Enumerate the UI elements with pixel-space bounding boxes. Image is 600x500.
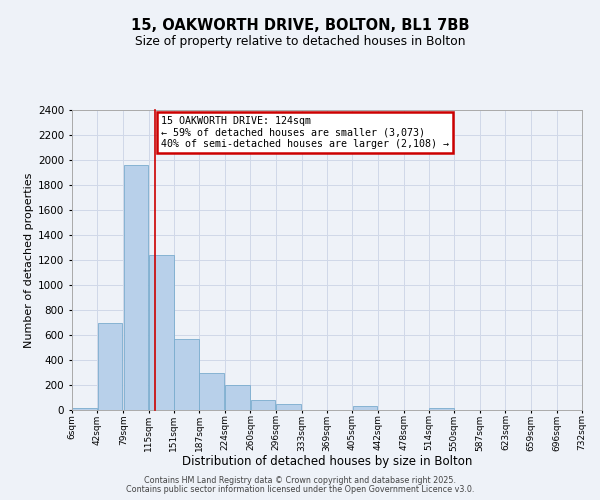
Text: Size of property relative to detached houses in Bolton: Size of property relative to detached ho… [135,35,465,48]
Bar [276,404,301,410]
Bar [199,372,224,410]
Bar [72,408,97,410]
Bar [251,400,275,410]
Y-axis label: Number of detached properties: Number of detached properties [24,172,34,348]
Bar [124,165,148,410]
X-axis label: Distribution of detached houses by size in Bolton: Distribution of detached houses by size … [182,454,472,468]
Bar [429,408,454,410]
Text: 15 OAKWORTH DRIVE: 124sqm
← 59% of detached houses are smaller (3,073)
40% of se: 15 OAKWORTH DRIVE: 124sqm ← 59% of detac… [161,116,449,150]
Bar [174,339,199,410]
Bar [149,255,173,410]
Text: Contains HM Land Registry data © Crown copyright and database right 2025.: Contains HM Land Registry data © Crown c… [144,476,456,485]
Text: 15, OAKWORTH DRIVE, BOLTON, BL1 7BB: 15, OAKWORTH DRIVE, BOLTON, BL1 7BB [131,18,469,32]
Bar [98,322,122,410]
Bar [353,406,377,410]
Text: Contains public sector information licensed under the Open Government Licence v3: Contains public sector information licen… [126,485,474,494]
Bar [226,385,250,410]
